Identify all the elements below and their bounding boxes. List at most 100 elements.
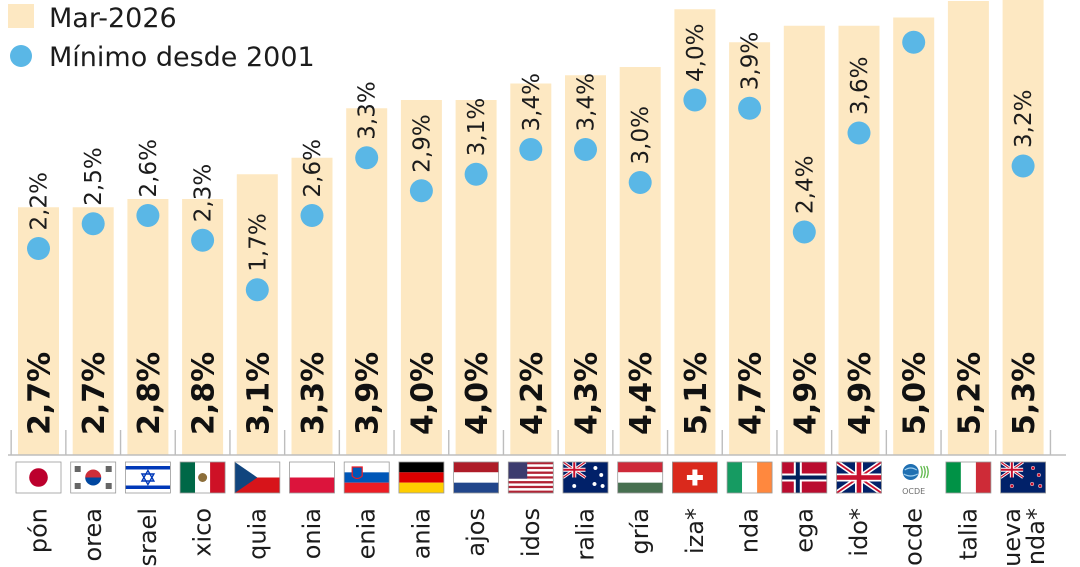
flag-usa-icon xyxy=(507,461,554,494)
flag-australia-icon xyxy=(562,460,609,494)
category-label-11: gría xyxy=(626,508,654,554)
bar-value-label-7: 4,0% xyxy=(405,352,440,435)
min-dot-12 xyxy=(683,88,707,112)
bar-12 xyxy=(674,9,716,455)
category-label-13: nda xyxy=(736,508,764,553)
oecd-caption: OCDE xyxy=(902,487,925,496)
min-dot-13 xyxy=(738,96,762,120)
min-dot-16 xyxy=(902,30,926,54)
bar-value-label-14: 4,9% xyxy=(788,352,823,435)
category-label-5: onia xyxy=(298,508,326,559)
legend-label-mar-2026: Mar-2026 xyxy=(49,3,177,34)
bar-1 xyxy=(72,207,114,455)
min-dot-7 xyxy=(409,179,433,203)
min-dot-6 xyxy=(355,146,379,170)
cats-layer: pón orea srael xico quia onia enia ania ajos idos… xyxy=(25,508,1051,567)
bar-value-label-0: 2,7% xyxy=(23,352,58,435)
bar-value-label-15: 4,9% xyxy=(843,352,878,435)
bar-value-label-11: 4,4% xyxy=(624,352,659,435)
min-dot-18 xyxy=(1011,154,1035,178)
legend-swatch-minimo xyxy=(10,45,32,67)
min-value-label-7: 2,9% xyxy=(409,114,435,172)
min-value-label-8: 3,1% xyxy=(464,98,490,156)
category-label-8: ajos xyxy=(462,508,490,557)
category-label-0: pón xyxy=(25,508,53,553)
min-value-label-14: 2,4% xyxy=(792,156,818,214)
category-label-10: ralia xyxy=(572,508,600,561)
min-value-label-1: 2,5% xyxy=(81,147,107,205)
flag-new-zealand-icon xyxy=(999,460,1046,494)
flag-germany-icon xyxy=(398,461,445,494)
bar-11 xyxy=(619,67,661,455)
flag-netherlands-icon xyxy=(453,461,500,494)
bar-18 xyxy=(1002,0,1044,455)
flag-czechia-icon xyxy=(234,461,281,494)
legend: Mar-2026 Mínimo desde 2001 xyxy=(8,3,315,73)
min-dot-3 xyxy=(191,228,215,252)
min-dot-9 xyxy=(519,138,543,161)
labels-layer: 2,7% 2,7% 2,8% 2,8% 3,1% 3,3% 3,9% 4,0% 4,0% 4,2%… xyxy=(23,24,1043,435)
bar-value-label-4: 3,1% xyxy=(241,352,276,435)
flag-israel-icon xyxy=(125,461,171,494)
dots-layer xyxy=(27,30,1035,302)
min-value-label-15: 3,6% xyxy=(847,57,873,115)
bar-8 xyxy=(455,100,497,455)
bar-value-label-1: 2,7% xyxy=(77,352,112,435)
category-label-1: orea xyxy=(79,508,107,562)
min-dot-1 xyxy=(81,212,105,236)
category-label-9: idos xyxy=(517,508,545,557)
legend-swatch-mar-2026 xyxy=(8,4,34,28)
bar-value-label-12: 5,1% xyxy=(679,352,714,435)
category-label-4: quia xyxy=(243,508,271,560)
min-dot-11 xyxy=(628,171,652,194)
flag-south-korea-icon xyxy=(70,461,117,494)
flag-japan-icon xyxy=(15,461,62,494)
bar-value-label-17: 5,2% xyxy=(952,352,987,435)
flag-switzerland-icon xyxy=(672,461,718,494)
min-dot-10 xyxy=(574,138,597,161)
min-dot-2 xyxy=(136,204,160,227)
baseline-layer xyxy=(8,430,1066,456)
bar-value-label-5: 3,3% xyxy=(296,352,331,435)
min-dot-4 xyxy=(245,278,269,302)
bar-value-label-10: 4,3% xyxy=(570,352,605,435)
category-label-14: ega xyxy=(790,508,818,553)
min-value-label-12: 4,0% xyxy=(683,24,709,82)
min-value-label-9: 3,4% xyxy=(519,73,545,131)
category-label-17: talia xyxy=(954,508,982,560)
bar-7 xyxy=(400,100,442,455)
category-label-7: ania xyxy=(407,508,435,559)
flag-mexico-icon xyxy=(179,461,226,494)
category-label-3: xico xyxy=(189,508,217,557)
min-value-label-2: 2,6% xyxy=(136,139,162,197)
bar-16 xyxy=(893,17,935,455)
flag-ireland-icon xyxy=(726,461,773,494)
min-value-label-10: 3,4% xyxy=(574,73,600,131)
bar-value-label-2: 2,8% xyxy=(132,352,167,435)
bar-value-label-9: 4,2% xyxy=(515,352,550,435)
category-label-16: ocde xyxy=(900,508,928,566)
category-label-6: enia xyxy=(353,508,381,559)
min-dot-0 xyxy=(27,237,50,260)
bar-value-label-3: 2,8% xyxy=(187,352,222,435)
category-label-18: uevaanda* xyxy=(998,508,1050,567)
min-value-label-4: 1,7% xyxy=(245,213,271,271)
bar-value-label-8: 4,0% xyxy=(460,352,495,435)
min-value-label-11: 3,0% xyxy=(628,106,654,164)
min-value-label-13: 3,9% xyxy=(738,32,764,90)
flag-slovenia-icon xyxy=(343,461,390,494)
bar-value-label-18: 5,3% xyxy=(1007,352,1042,435)
bar-17 xyxy=(947,1,989,455)
flag-italy-icon xyxy=(945,461,992,494)
flag-oecd-icon: OCDE xyxy=(902,464,929,496)
category-label-2: srael xyxy=(134,508,162,567)
flags-layer: OCDE xyxy=(15,459,1046,496)
bar-value-label-6: 3,9% xyxy=(351,352,386,435)
flag-norway-icon xyxy=(781,461,828,494)
category-label-15: ido* xyxy=(845,508,873,557)
min-dot-8 xyxy=(464,162,488,186)
flag-uk-icon xyxy=(835,459,883,496)
category-label-12: iza* xyxy=(681,508,709,554)
flag-poland-icon xyxy=(289,461,335,494)
